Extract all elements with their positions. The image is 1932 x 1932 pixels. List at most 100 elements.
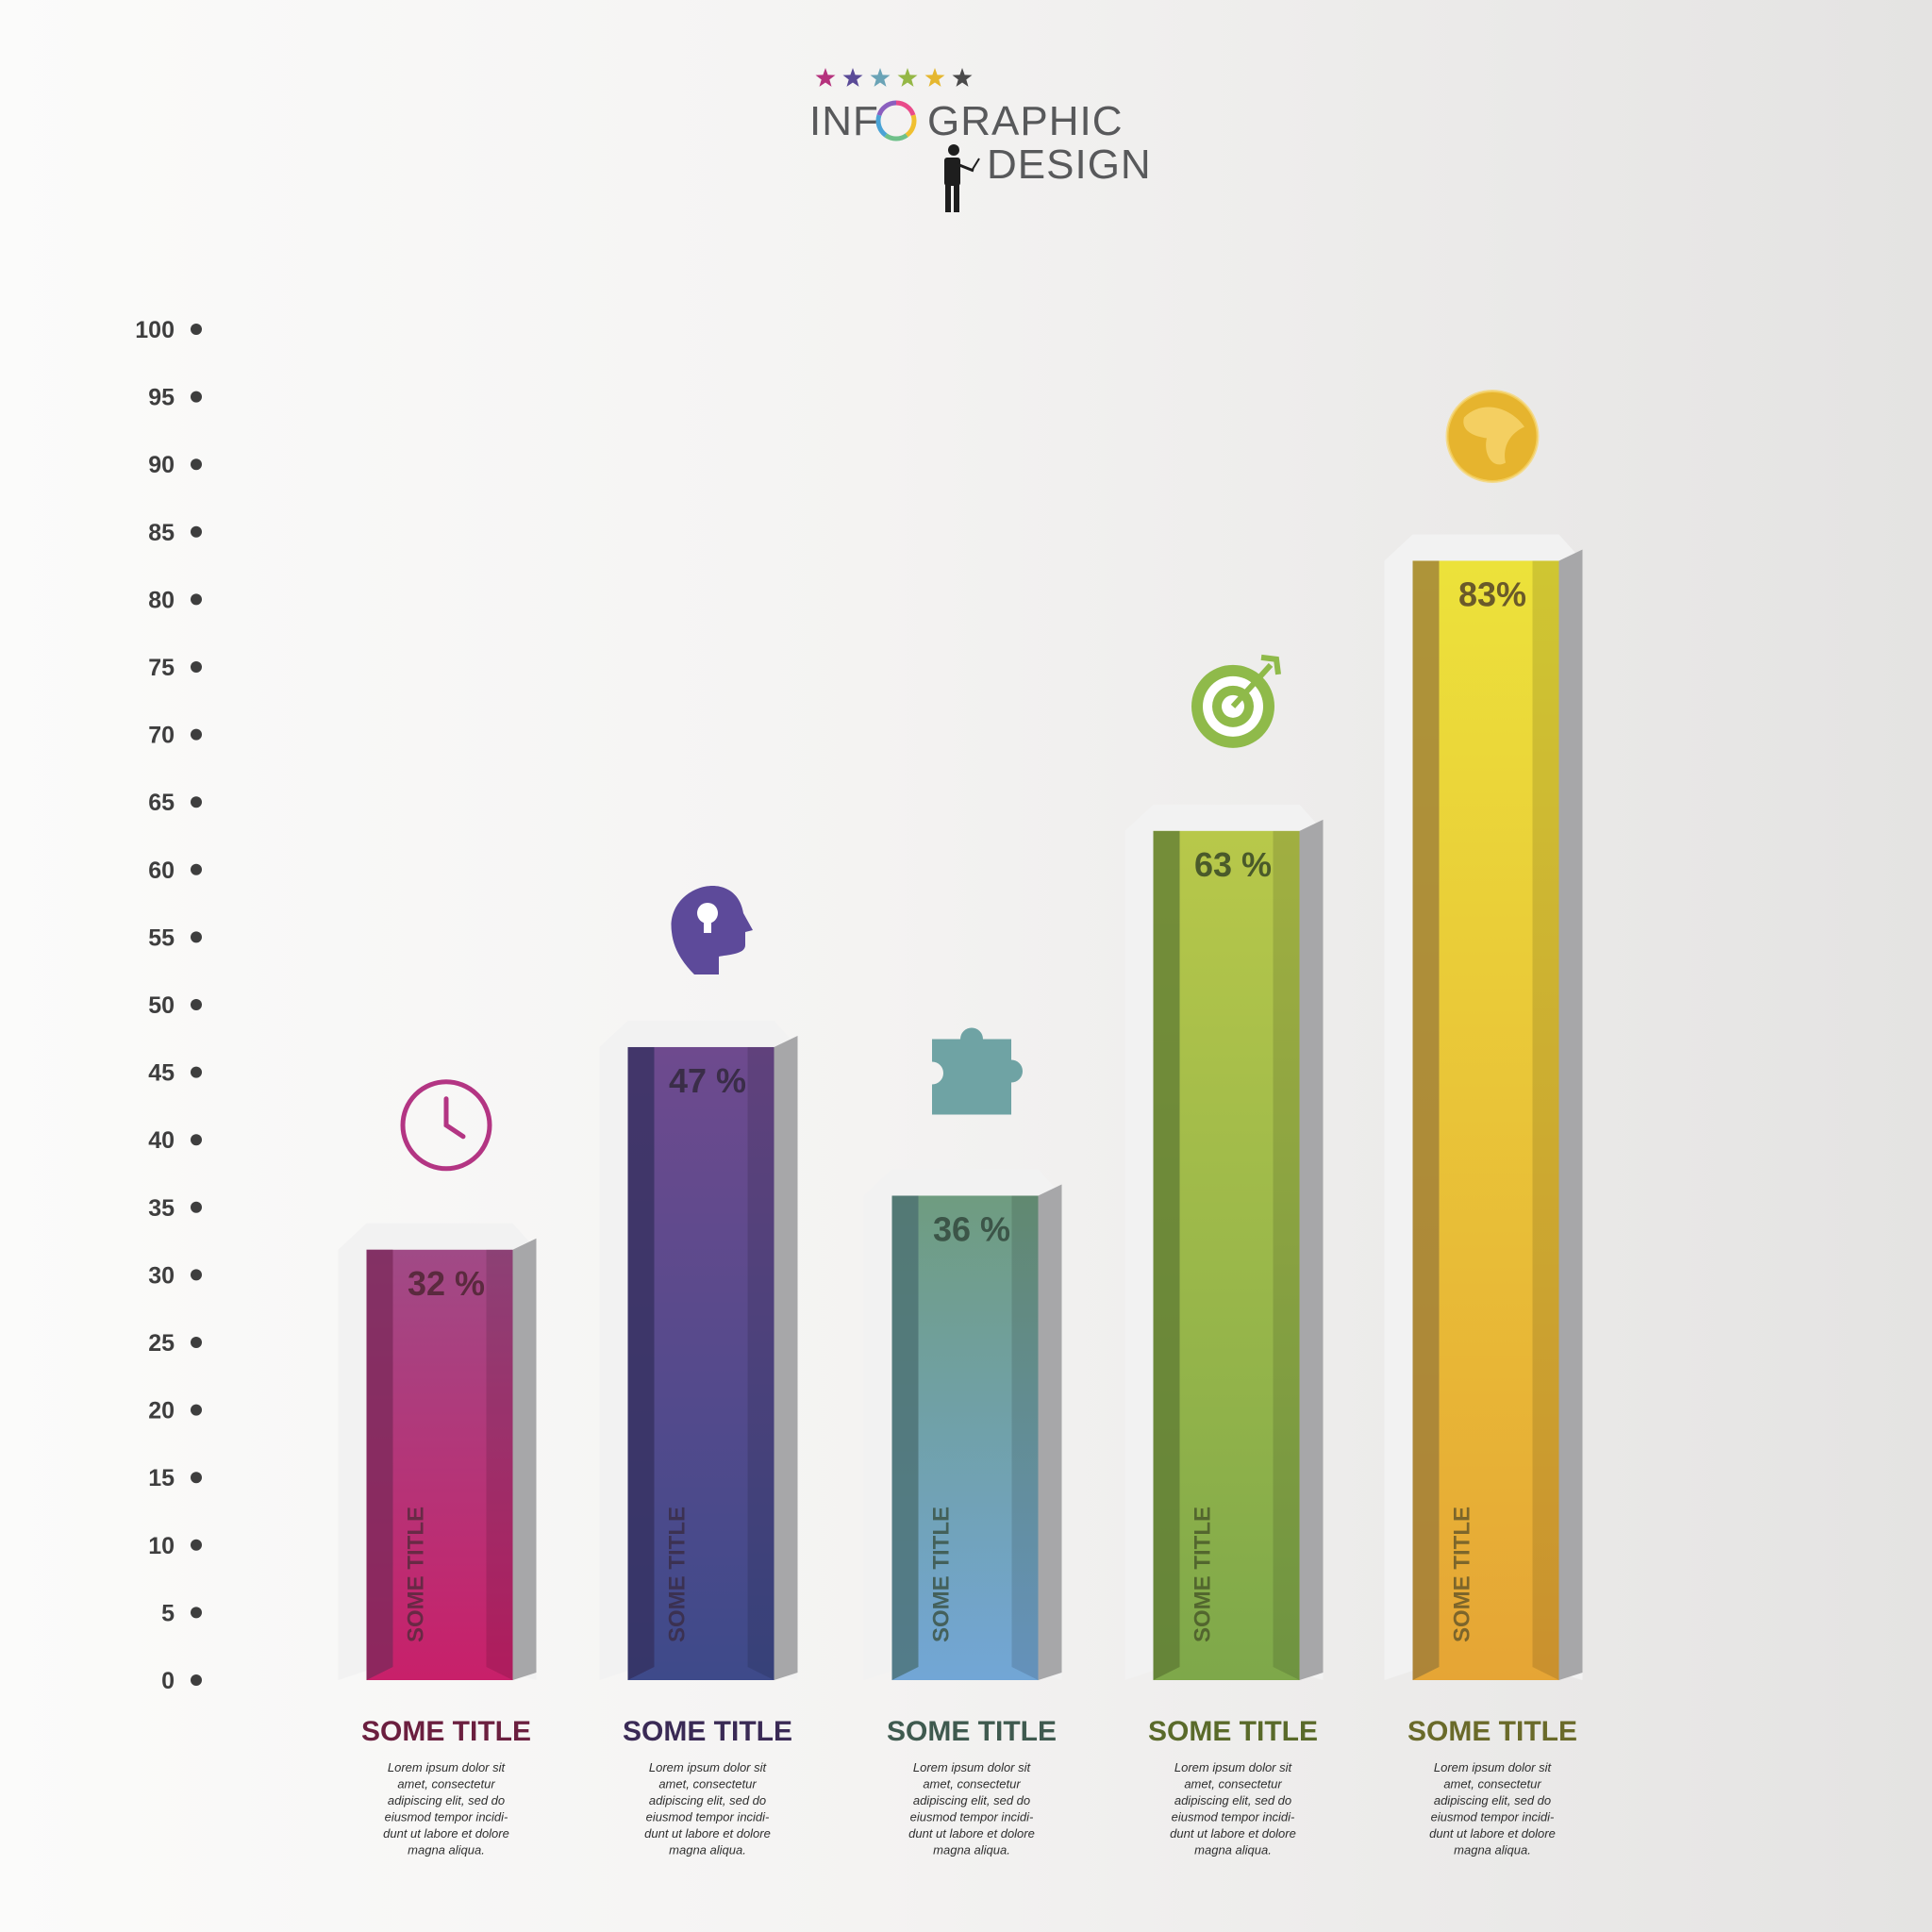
logo-subtitle: DESIGN xyxy=(987,142,1152,188)
y-tick-dot xyxy=(191,1337,202,1348)
value-label: 36 % xyxy=(933,1209,1010,1248)
bar-bevel-right xyxy=(486,1249,513,1680)
bar-bevel-right xyxy=(1532,560,1559,1681)
bar-inner-label: SOME TITLE xyxy=(665,1507,691,1642)
y-tick-dot xyxy=(191,796,202,808)
y-tick-dot xyxy=(191,999,202,1010)
y-tick-label: 70 xyxy=(148,723,175,749)
logo-ring-icon xyxy=(875,100,917,142)
bar-inner-label: SOME TITLE xyxy=(404,1507,429,1642)
category-label: SOME TITLE xyxy=(623,1716,792,1747)
description-line: dunt ut labore et dolore xyxy=(1429,1826,1556,1840)
y-tick-dot xyxy=(191,1404,202,1416)
y-tick-label: 35 xyxy=(148,1195,175,1222)
category-label: SOME TITLE xyxy=(361,1716,531,1747)
y-tick-label: 20 xyxy=(148,1398,175,1424)
y-tick-label: 100 xyxy=(135,317,175,343)
description-line: magna aliqua. xyxy=(408,1843,485,1857)
description-line: dunt ut labore et dolore xyxy=(908,1826,1035,1840)
star-icon xyxy=(815,68,836,87)
bar-3: 36 % SOME TITLE SOME TITLE Lorem ipsum dolo… xyxy=(863,1027,1062,1857)
y-tick-dot xyxy=(191,458,202,471)
bar-side xyxy=(774,1035,798,1680)
star-icon xyxy=(897,68,918,87)
description-line: eiusmod tempor incidi- xyxy=(1431,1810,1555,1824)
bar-1: 32 % SOME TITLE SOME TITLE Lorem ipsum dolo… xyxy=(338,1079,537,1857)
bar-bevel-right xyxy=(747,1046,774,1680)
description-line: adipiscing elit, sed do xyxy=(913,1793,1030,1807)
y-tick-label: 65 xyxy=(148,790,175,816)
description-line: amet, consectetur xyxy=(923,1777,1021,1791)
bar-bevel-left xyxy=(627,1046,655,1680)
y-tick-dot xyxy=(191,931,202,943)
value-label: 63 % xyxy=(1194,845,1272,884)
y-tick-dot xyxy=(191,1674,202,1686)
bar-bevel-right xyxy=(1273,830,1300,1680)
star-icon xyxy=(952,68,973,87)
logo-title-right: GRAPHIC xyxy=(927,98,1124,144)
y-tick-dot xyxy=(191,1539,202,1551)
y-tick-label: 60 xyxy=(148,858,175,884)
target-icon xyxy=(1191,654,1281,748)
y-tick-dot xyxy=(191,593,202,606)
y-tick-label: 40 xyxy=(148,1127,175,1154)
description-line: amet, consectetur xyxy=(1443,1777,1541,1791)
bar-inner-label: SOME TITLE xyxy=(1191,1507,1216,1642)
description-line: Lorem ipsum dolor sit xyxy=(913,1760,1032,1774)
description-line: eiusmod tempor incidi- xyxy=(1172,1810,1295,1824)
y-tick-label: 25 xyxy=(148,1330,175,1357)
description-line: magna aliqua. xyxy=(933,1843,1010,1857)
category-label: SOME TITLE xyxy=(887,1716,1057,1747)
description-line: magna aliqua. xyxy=(1194,1843,1272,1857)
presenter-icon xyxy=(944,144,980,212)
description-line: magna aliqua. xyxy=(1454,1843,1531,1857)
head-lightbulb-icon xyxy=(671,885,753,974)
y-tick-label: 95 xyxy=(148,385,175,411)
description-line: amet, consectetur xyxy=(658,1777,757,1791)
y-tick-dot xyxy=(191,1066,202,1078)
y-tick-label: 45 xyxy=(148,1060,175,1087)
description-line: amet, consectetur xyxy=(397,1777,495,1791)
y-tick-dot xyxy=(191,391,202,403)
bar-bevel-left xyxy=(1412,560,1440,1681)
value-label: 47 % xyxy=(669,1061,746,1100)
description-line: adipiscing elit, sed do xyxy=(649,1793,766,1807)
infographic-logo xyxy=(815,68,980,212)
description-line: adipiscing elit, sed do xyxy=(1174,1793,1291,1807)
value-label: 32 % xyxy=(408,1264,485,1303)
y-axis: 0 5 10 15 20 25 30 35 40 45 50 55 60 65 70 75 80 85 90 95 10… xyxy=(135,317,202,1694)
description-line: eiusmod tempor incidi- xyxy=(910,1810,1034,1824)
star-icon xyxy=(924,68,945,87)
bar-5: 83% SOME TITLE SOME TITLE Lorem ipsum dolor… xyxy=(1384,389,1583,1857)
description-line: Lorem ipsum dolor sit xyxy=(1434,1760,1553,1774)
star-icon xyxy=(842,68,863,87)
bar-bevel-left xyxy=(366,1249,393,1680)
y-tick-dot xyxy=(191,661,202,673)
bar-4: 63 % SOME TITLE SOME TITLE Lorem ipsum dolo… xyxy=(1124,654,1324,1857)
description-line: dunt ut labore et dolore xyxy=(644,1826,771,1840)
description-line: Lorem ipsum dolor sit xyxy=(388,1760,507,1774)
description-line: Lorem ipsum dolor sit xyxy=(1174,1760,1293,1774)
bar-bevel-left xyxy=(891,1195,919,1680)
y-tick-dot xyxy=(191,1134,202,1146)
logo-title-left: INF xyxy=(809,98,879,144)
y-tick-dot xyxy=(191,1472,202,1484)
bar-side xyxy=(512,1238,537,1680)
bar-side xyxy=(1558,549,1583,1681)
description-line: eiusmod tempor incidi- xyxy=(385,1810,508,1824)
description-line: adipiscing elit, sed do xyxy=(388,1793,505,1807)
y-tick-label: 10 xyxy=(148,1533,175,1559)
description-line: Lorem ipsum dolor sit xyxy=(649,1760,768,1774)
y-tick-label: 55 xyxy=(148,924,175,951)
category-label: SOME TITLE xyxy=(1407,1716,1577,1747)
y-tick-label: 15 xyxy=(148,1465,175,1491)
description-line: adipiscing elit, sed do xyxy=(1434,1793,1551,1807)
y-tick-dot xyxy=(191,1269,202,1281)
puzzle-icon xyxy=(932,1027,1023,1115)
y-tick-dot xyxy=(191,525,202,538)
category-label: SOME TITLE xyxy=(1148,1716,1318,1747)
description-line: dunt ut labore et dolore xyxy=(1170,1826,1296,1840)
star-icon xyxy=(870,68,891,87)
y-tick-dot xyxy=(191,324,202,335)
